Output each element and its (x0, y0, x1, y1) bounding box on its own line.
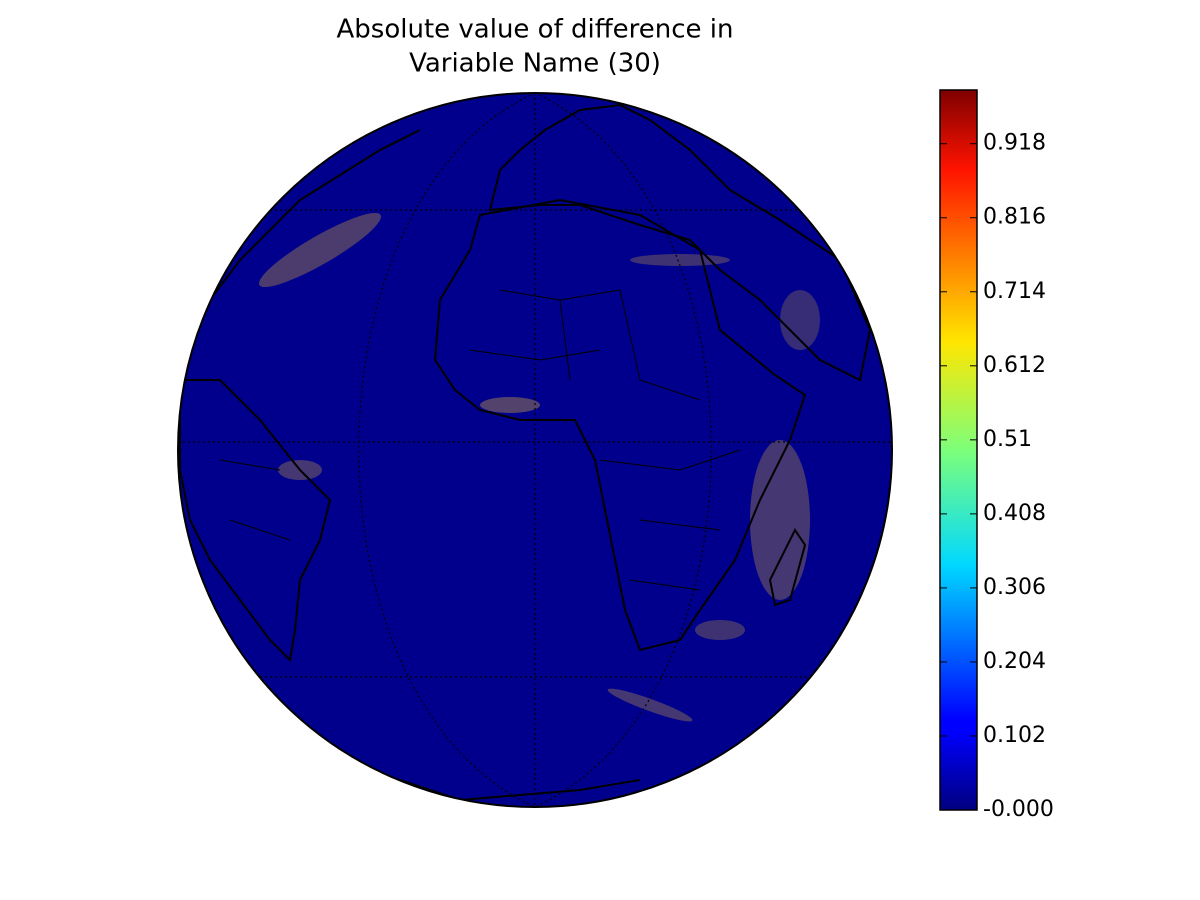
colorbar-tick-label: 0.714 (983, 279, 1046, 304)
globe (177, 92, 893, 808)
colorbar-tick-label: 0.204 (983, 649, 1046, 674)
globe-limb (177, 92, 893, 808)
colorbar-tick-label: 0.306 (983, 575, 1046, 600)
country-borders (219, 289, 741, 591)
europe (488, 103, 872, 382)
africa (433, 198, 807, 652)
madagascar (768, 528, 807, 607)
title-line: Variable Name (30) (409, 49, 661, 79)
colorbar-tick-label: 0.408 (983, 501, 1046, 526)
colorbar-tick-label: 0.816 (983, 205, 1046, 230)
title-line: Absolute value of difference in (337, 15, 734, 45)
colorbar-tick-label: 0.102 (983, 723, 1046, 748)
colorbar-scale (939, 89, 978, 811)
colorbar-tick-label: 0.612 (983, 353, 1046, 378)
map-features (178, 93, 892, 807)
colorbar (939, 89, 978, 811)
colorbar-tick-label: 0.51 (983, 427, 1032, 452)
colorbar-tick-label: -0.000 (983, 797, 1054, 822)
graticule (178, 93, 892, 807)
south-america (179, 379, 332, 663)
colorbar-tick-label: 0.918 (983, 131, 1046, 156)
difference-specks (258, 212, 820, 722)
